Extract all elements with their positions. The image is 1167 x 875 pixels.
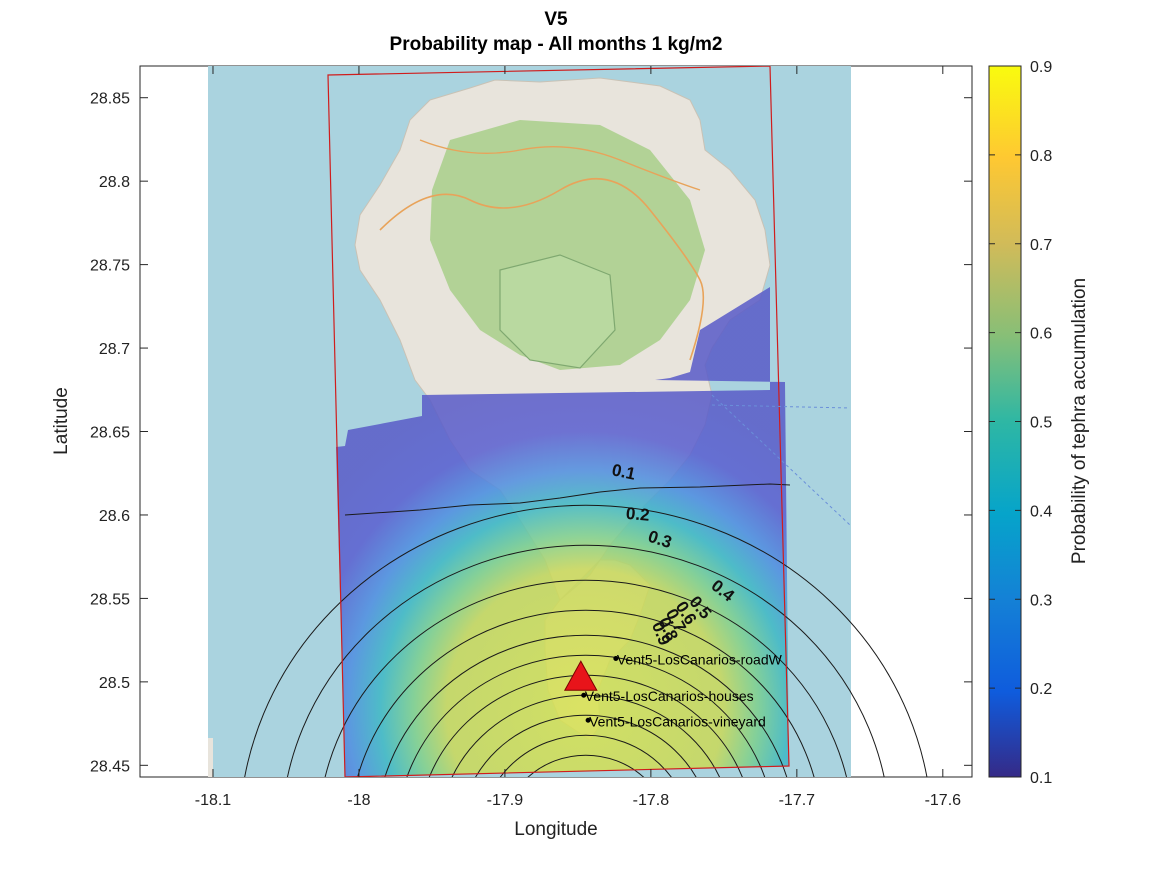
site-label: Vent5-LosCanarios-vineyard xyxy=(589,713,766,729)
site-label: Vent5-LosCanarios-roadW xyxy=(617,652,783,668)
contour-line-0.1 xyxy=(344,483,791,516)
colorbar-tick-label: 0.9 xyxy=(1030,59,1052,76)
site-point[interactable] xyxy=(585,717,591,723)
x-tick-label: -17.8 xyxy=(633,792,670,809)
contour-line xyxy=(244,504,928,777)
site-label: Vent5-LosCanarios-houses xyxy=(585,688,754,704)
x-axis-label: Longitude xyxy=(514,819,597,840)
contour-line xyxy=(287,544,885,777)
x-axis-ticks: -18.1 -18 -17.9 -17.8 -17.7 -17.6 xyxy=(195,66,961,809)
y-tick-label: 28.55 xyxy=(90,591,130,608)
contour-line xyxy=(406,654,766,777)
forest-area xyxy=(430,120,705,370)
figure-title: V5 xyxy=(544,9,568,30)
vent-marker-triangle[interactable] xyxy=(563,660,598,691)
contour-label-0.1: 0.1 xyxy=(610,460,637,483)
contour-label-0.2: 0.2 xyxy=(625,504,650,525)
road-network-north xyxy=(419,139,701,191)
x-tick-label: -17.6 xyxy=(925,792,962,809)
y-tick-label: 28.7 xyxy=(99,341,130,358)
colorbar-ticks: 0.1 0.2 0.3 0.4 0.5 0.6 0.7 0.8 0.9 xyxy=(989,59,1052,787)
contour-line xyxy=(357,609,815,777)
y-tick-label: 28.65 xyxy=(90,425,130,442)
y-tick-label: 28.85 xyxy=(90,91,130,108)
road-network xyxy=(379,177,705,361)
probability-contours xyxy=(244,483,928,777)
colorbar-label: Probability of tephra accumulation xyxy=(1069,278,1090,564)
colorbar-tick-label: 0.7 xyxy=(1030,237,1052,254)
y-tick-label: 28.75 xyxy=(90,258,130,275)
x-tick-label: -18.1 xyxy=(195,792,232,809)
y-tick-label: 28.8 xyxy=(99,174,130,191)
coast-fragment xyxy=(208,738,213,777)
figure-subtitle: Probability map - All months 1 kg/m2 xyxy=(389,34,723,55)
site-markers: Vent5-LosCanarios-roadW Vent5-LosCanarios… xyxy=(581,652,783,729)
colorbar-tick-label: 0.4 xyxy=(1030,503,1052,520)
x-tick-label: -18 xyxy=(347,792,370,809)
colorbar-tick-label: 0.2 xyxy=(1030,681,1052,698)
site-point[interactable] xyxy=(581,692,587,698)
colorbar-tick-label: 0.6 xyxy=(1030,326,1052,343)
y-axis-label: Latitude xyxy=(51,387,72,455)
ferry-route-east xyxy=(711,404,851,409)
colorbar-tick-label: 0.1 xyxy=(1030,770,1052,787)
colorbar-tick-label: 0.8 xyxy=(1030,148,1052,165)
x-tick-label: -17.9 xyxy=(487,792,524,809)
contour-line xyxy=(499,734,672,777)
y-tick-label: 28.45 xyxy=(90,758,130,775)
model-domain-border xyxy=(327,66,790,777)
y-axis-ticks: 28.45 28.5 28.55 28.6 28.65 28.7 28.75 28.8 28.8… xyxy=(90,91,972,775)
contour-line xyxy=(384,634,788,777)
caldera-park xyxy=(499,254,616,369)
y-tick-label: 28.6 xyxy=(99,508,130,525)
y-tick-label: 28.5 xyxy=(99,675,130,692)
colorbar-tick-label: 0.5 xyxy=(1030,415,1052,432)
x-tick-label: -17.7 xyxy=(779,792,816,809)
site-point[interactable] xyxy=(613,656,619,661)
contour-line xyxy=(527,754,645,777)
contour-line xyxy=(324,579,847,777)
colorbar-tick-label: 0.3 xyxy=(1030,592,1052,609)
ferry-route xyxy=(711,394,851,526)
contour-line xyxy=(475,714,697,777)
